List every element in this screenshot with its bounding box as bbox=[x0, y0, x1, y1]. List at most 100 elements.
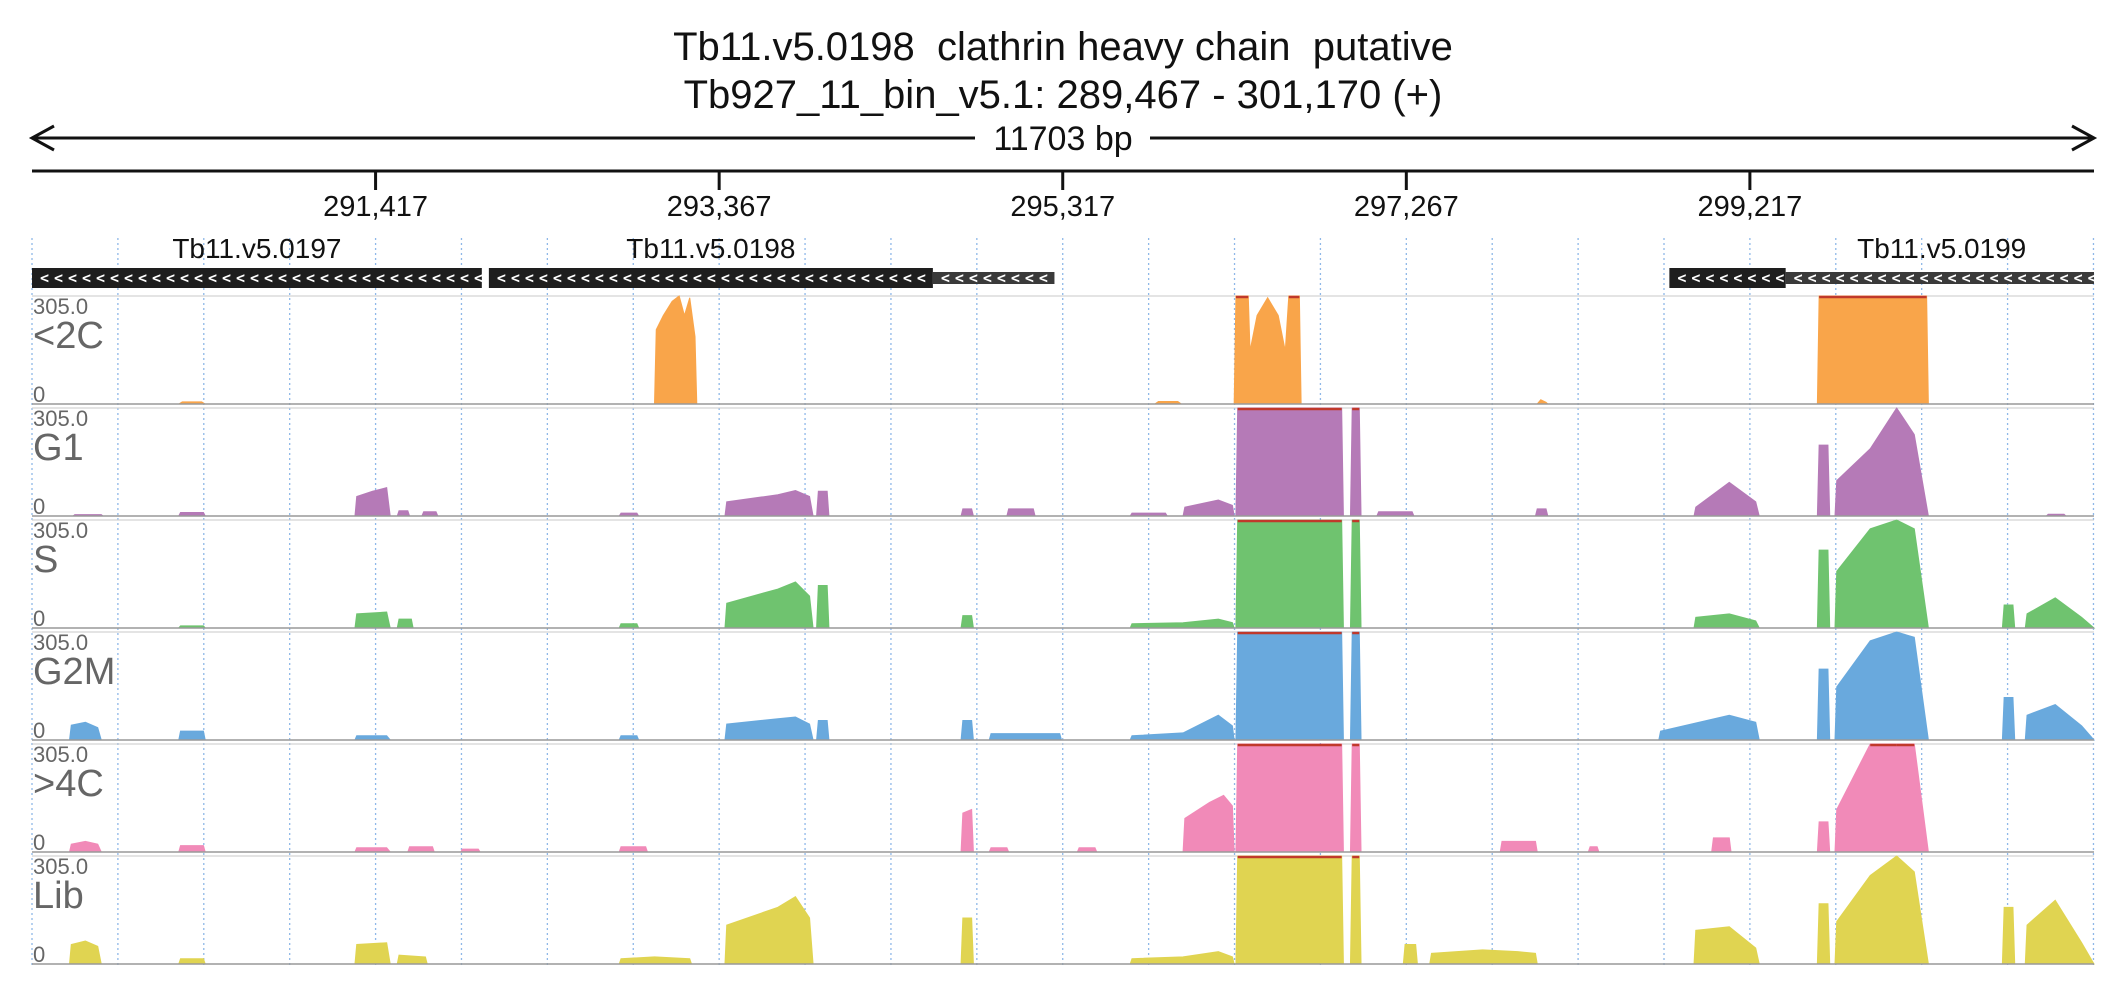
strand-chevron-icon: < bbox=[1920, 269, 1929, 287]
track-max-label: 305.0 bbox=[33, 406, 88, 431]
strand-chevron-icon: < bbox=[2046, 269, 2055, 287]
gene-cds-block[interactable] bbox=[32, 268, 482, 288]
strand-chevron-icon: < bbox=[1025, 269, 1034, 287]
track-min-label: 0 bbox=[33, 942, 45, 967]
strand-chevron-icon: < bbox=[1892, 269, 1901, 287]
chart-subtitle: Tb927_11_bin_v5.1: 289,467 - 301,170 (+) bbox=[684, 73, 1443, 117]
strand-chevron-icon: < bbox=[609, 269, 618, 287]
strand-chevron-icon: < bbox=[651, 269, 660, 287]
strand-chevron-icon: < bbox=[390, 269, 399, 287]
track-max-label: 305.0 bbox=[33, 518, 88, 543]
coverage-track: 305.0S 0 bbox=[32, 518, 2096, 631]
strand-chevron-icon: < bbox=[1822, 269, 1831, 287]
gene-cds-block[interactable] bbox=[1669, 268, 1786, 288]
strand-chevron-icon: < bbox=[735, 269, 744, 287]
strand-chevron-icon: < bbox=[208, 269, 217, 287]
strand-chevron-icon: < bbox=[222, 269, 231, 287]
strand-chevron-icon: < bbox=[96, 269, 105, 287]
strand-chevron-icon: < bbox=[665, 269, 674, 287]
strand-chevron-icon: < bbox=[567, 269, 576, 287]
strand-chevron-icon: < bbox=[320, 269, 329, 287]
track-min-label: 0 bbox=[33, 830, 45, 855]
gene-track: < < < < < < < < < < < < < < < < < < < < < < < < < < < < < < < < Tb11.v5.… bbox=[32, 233, 2097, 288]
strand-chevron-icon: < bbox=[40, 269, 49, 287]
gene-feature[interactable]: < < < < < < < < < < < < < < < < < < < < < < < < < < < < < < < < Tb11.v5.… bbox=[32, 233, 483, 288]
strand-chevron-icon: < bbox=[124, 269, 133, 287]
gene-feature[interactable]: < < < < < < < < < < < < < < < < < < < < < < < < < < < < < < Tb11.v5.01… bbox=[1669, 233, 2097, 288]
strand-chevron-icon: < bbox=[1864, 269, 1873, 287]
strand-chevron-icon: < bbox=[969, 269, 978, 287]
strand-chevron-icon: < bbox=[511, 269, 520, 287]
track-name-label: <2C bbox=[33, 315, 104, 357]
strand-chevron-icon: < bbox=[460, 269, 469, 287]
strand-chevron-icon: < bbox=[553, 269, 562, 287]
coverage-area bbox=[32, 407, 2094, 517]
strand-chevron-icon: < bbox=[1039, 269, 1048, 287]
track-min-label: 0 bbox=[33, 718, 45, 743]
track-name-label: G1 bbox=[33, 427, 84, 469]
strand-chevron-icon: < bbox=[68, 269, 77, 287]
strand-chevron-icon: < bbox=[1677, 269, 1686, 287]
coverage-area bbox=[32, 519, 2096, 629]
strand-chevron-icon: < bbox=[805, 269, 814, 287]
strand-chevron-icon: < bbox=[1976, 269, 1985, 287]
strand-chevron-icon: < bbox=[2018, 269, 2027, 287]
strand-chevron-icon: < bbox=[833, 269, 842, 287]
strand-chevron-icon: < bbox=[1761, 269, 1770, 287]
strand-chevron-icon: < bbox=[334, 269, 343, 287]
strand-chevron-icon: < bbox=[1808, 269, 1817, 287]
track-max-label: 305.0 bbox=[33, 294, 88, 319]
coverage-track: 305.0<2C 0 bbox=[32, 294, 2094, 407]
track-name-label: >4C bbox=[33, 763, 104, 805]
strand-chevron-icon: < bbox=[525, 269, 534, 287]
span-arrow: 11703 bp bbox=[28, 120, 2098, 158]
strand-chevron-icon: < bbox=[166, 269, 175, 287]
track-max-label: 305.0 bbox=[33, 630, 88, 655]
gene-cds-block[interactable] bbox=[488, 268, 933, 288]
strand-chevron-icon: < bbox=[1794, 269, 1803, 287]
strand-chevron-icon: < bbox=[1836, 269, 1845, 287]
strand-chevron-icon: < bbox=[1011, 269, 1020, 287]
strand-chevron-icon: < bbox=[152, 269, 161, 287]
strand-chevron-icon: < bbox=[1850, 269, 1859, 287]
strand-chevron-icon: < bbox=[2032, 269, 2041, 287]
gene-feature[interactable]: < < < < < < < < < < < < < < < < < < < < < < < < < < < < < < < < < < < < < < < T… bbox=[488, 233, 1055, 288]
gene-utr-block[interactable] bbox=[1785, 272, 2094, 284]
strand-chevron-icon: < bbox=[418, 269, 427, 287]
strand-chevron-icon: < bbox=[236, 269, 245, 287]
strand-chevron-icon: < bbox=[2088, 269, 2097, 287]
strand-chevron-icon: < bbox=[679, 269, 688, 287]
track-min-label: 0 bbox=[33, 606, 45, 631]
track-name-label: S bbox=[33, 539, 58, 581]
strand-chevron-icon: < bbox=[749, 269, 758, 287]
strand-chevron-icon: < bbox=[707, 269, 716, 287]
strand-chevron-icon: < bbox=[497, 269, 506, 287]
strand-chevron-icon: < bbox=[983, 269, 992, 287]
strand-chevron-icon: < bbox=[941, 269, 950, 287]
track-name-label: Lib bbox=[33, 875, 84, 917]
track-max-label: 305.0 bbox=[33, 742, 88, 767]
gene-label: Tb11.v5.0199 bbox=[1857, 233, 2026, 264]
arrow-right-icon bbox=[2071, 124, 2098, 152]
gene-utr-block[interactable] bbox=[932, 272, 1055, 284]
strand-chevron-icon: < bbox=[1906, 269, 1915, 287]
coverage-track: 305.0>4C 0 bbox=[32, 742, 2094, 855]
strand-chevron-icon: < bbox=[138, 269, 147, 287]
axis-tick-label: 291,417 bbox=[323, 191, 428, 223]
strand-chevron-icon: < bbox=[110, 269, 119, 287]
strand-chevron-icon: < bbox=[847, 269, 856, 287]
gene-label: Tb11.v5.0198 bbox=[626, 233, 795, 264]
track-name-label: G2M bbox=[33, 651, 115, 693]
strand-chevron-icon: < bbox=[1934, 269, 1943, 287]
grid-lines bbox=[31, 238, 2095, 968]
strand-chevron-icon: < bbox=[180, 269, 189, 287]
strand-chevron-icon: < bbox=[54, 269, 63, 287]
strand-chevron-icon: < bbox=[777, 269, 786, 287]
strand-chevron-icon: < bbox=[581, 269, 590, 287]
strand-chevron-icon: < bbox=[2004, 269, 2013, 287]
axis-tick-label: 293,367 bbox=[667, 191, 772, 223]
span-length-label: 11703 bp bbox=[993, 120, 1132, 158]
strand-chevron-icon: < bbox=[1990, 269, 1999, 287]
